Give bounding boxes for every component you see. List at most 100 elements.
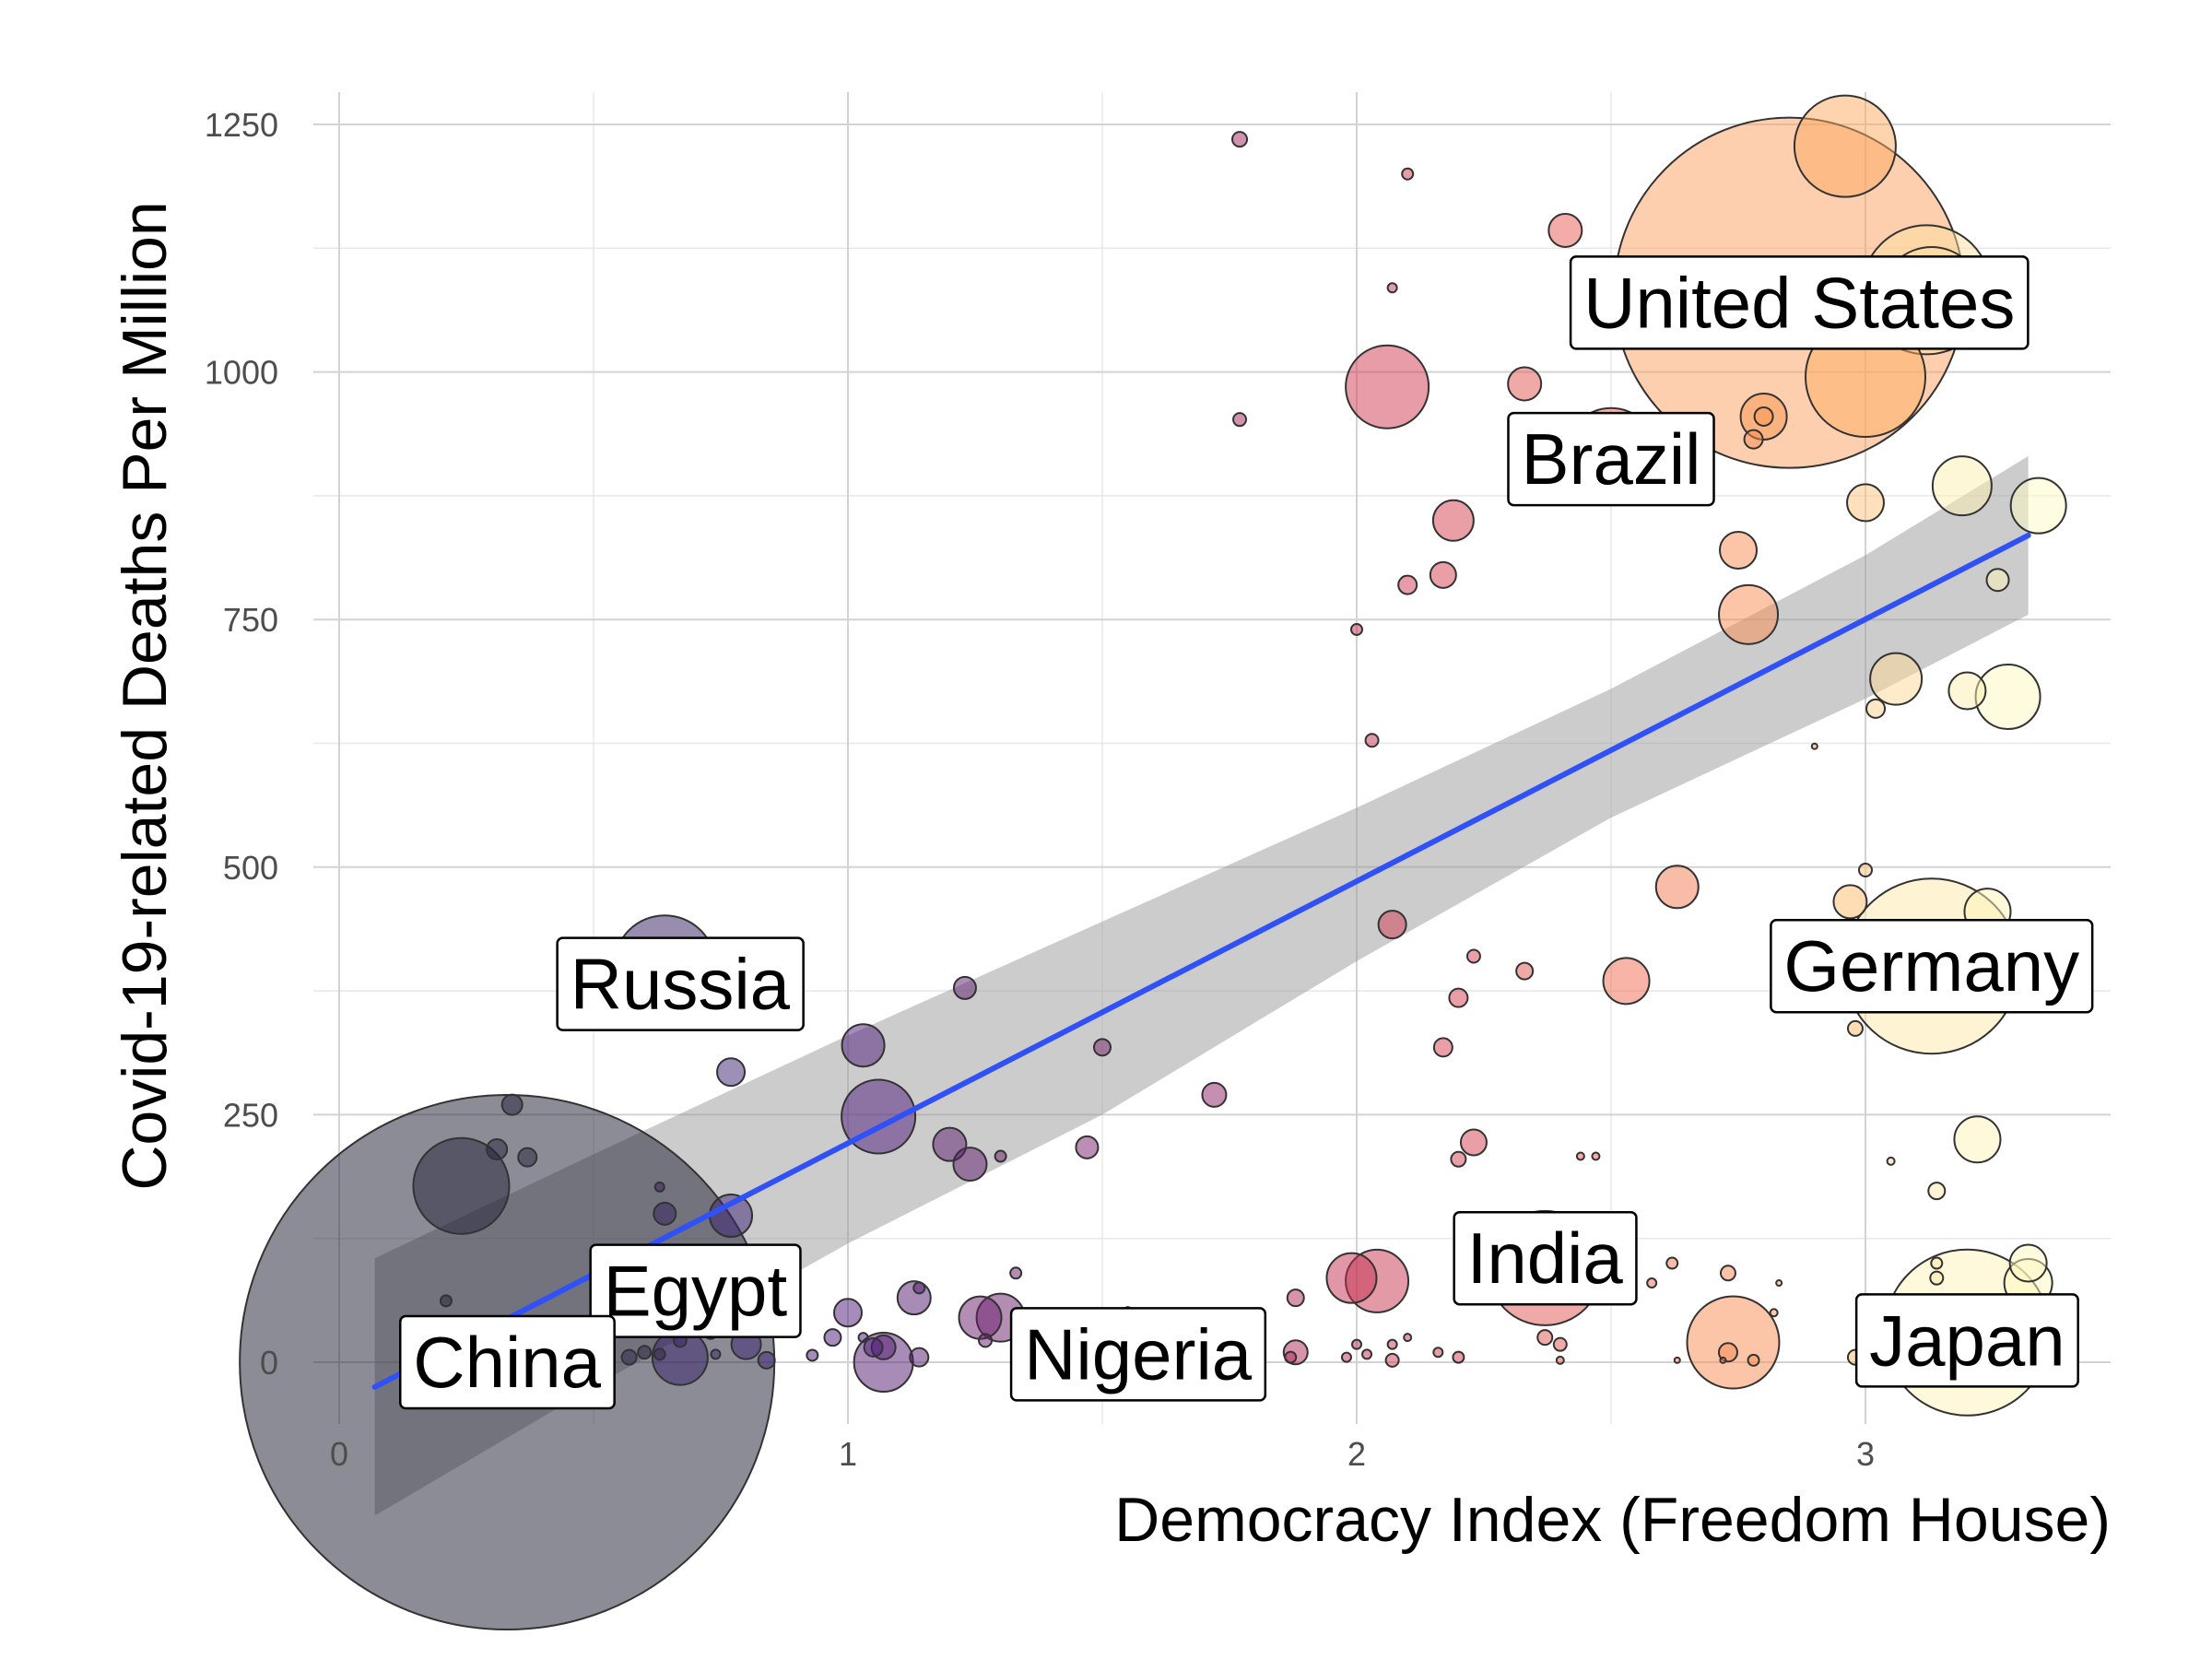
data-point (653, 1181, 665, 1193)
data-point (1886, 1156, 1896, 1166)
data-point (1718, 583, 1780, 645)
data-point (1793, 94, 1897, 198)
data-point (1364, 733, 1380, 748)
country-label: Japan (1854, 1293, 2079, 1388)
data-point (1547, 212, 1583, 248)
data-point (1719, 530, 1758, 570)
y-axis-title: Covid-19-related Deaths Per Million (110, 201, 180, 1190)
data-point (1686, 1295, 1781, 1390)
country-label-text: Nigeria (1024, 1313, 1253, 1394)
data-point (1432, 1037, 1453, 1058)
data-point (716, 1057, 747, 1088)
data-point (1953, 1115, 2002, 1164)
country-label-text: Germany (1783, 925, 2079, 1006)
data-point (517, 1147, 538, 1168)
country-label-box (556, 936, 805, 1031)
data-point (1397, 574, 1418, 595)
country-label-text: India (1467, 1218, 1624, 1299)
data-point (1452, 1350, 1465, 1364)
data-point (1401, 167, 1415, 181)
country-label: Russia (556, 936, 805, 1031)
data-point (952, 1147, 988, 1182)
data-point (1231, 131, 1249, 148)
data-point (1459, 1128, 1488, 1157)
country-label-box (1854, 1293, 2079, 1388)
data-point (1673, 1356, 1681, 1364)
tick-labels: 0 1 2 3 0 250 500 750 1000 1250 (205, 106, 1875, 1473)
data-point (952, 975, 977, 1000)
country-label-box (1453, 1210, 1638, 1306)
data-point (1450, 1150, 1467, 1168)
data-point (653, 1347, 666, 1361)
country-label: Egypt (589, 1243, 802, 1338)
data-point (757, 1350, 776, 1370)
country-label-box (1569, 255, 2030, 350)
data-point (620, 1348, 638, 1366)
data-point (710, 1348, 722, 1360)
data-point (1286, 1288, 1305, 1308)
data-point (637, 1345, 653, 1360)
country-label-text: Russia (571, 944, 791, 1025)
data-point (1555, 1355, 1565, 1365)
country-label-text: Egypt (604, 1251, 788, 1332)
data-point (1325, 1252, 1378, 1304)
x-tick-label: 0 (330, 1435, 348, 1473)
data-point (1858, 863, 1873, 878)
country-label: Germany (1770, 918, 2094, 1014)
data-point (1985, 568, 2010, 593)
country-label-text: Japan (1869, 1300, 2065, 1381)
y-tick-label: 500 (223, 849, 278, 887)
data-point (1775, 1279, 1783, 1288)
data-point (1350, 622, 1363, 636)
data-point (1654, 865, 1700, 910)
data-point (1075, 1135, 1100, 1159)
country-label-box (589, 1243, 802, 1338)
data-point (1719, 1356, 1727, 1364)
data-point (653, 1201, 677, 1226)
data-point (1591, 1151, 1601, 1161)
data-point (1345, 344, 1430, 429)
data-point (1384, 1352, 1400, 1368)
data-point (1232, 412, 1248, 428)
data-point (1810, 742, 1818, 750)
data-point (500, 1093, 524, 1116)
x-tick-label: 3 (1856, 1435, 1875, 1473)
country-labels: United States Brazil Russia Germany India Egy… (399, 255, 2094, 1410)
data-point (1646, 1277, 1658, 1289)
data-point (1093, 1038, 1112, 1057)
country-label: China (399, 1314, 616, 1410)
data-point (1340, 1351, 1352, 1363)
data-point (486, 1138, 509, 1161)
data-point (1386, 282, 1398, 294)
data-point (806, 1348, 819, 1362)
data-point (1832, 884, 1868, 920)
data-point (1536, 1329, 1554, 1347)
data-point (1846, 1019, 1864, 1037)
country-label-box (1507, 411, 1715, 507)
data-point (412, 1136, 511, 1235)
data-point (978, 1333, 994, 1348)
data-point (1377, 910, 1407, 940)
data-point (1927, 1182, 1947, 1201)
data-point (1929, 1270, 1945, 1286)
data-point (994, 1149, 1007, 1163)
data-point (1448, 987, 1469, 1008)
data-point (1009, 1266, 1023, 1280)
data-point (439, 1294, 453, 1308)
country-label-text: United States (1583, 262, 2015, 343)
data-point (863, 1336, 884, 1358)
country-label-box (399, 1314, 616, 1410)
data-point (1515, 961, 1535, 981)
x-tick-label: 2 (1347, 1435, 1366, 1473)
data-point (1351, 1338, 1362, 1350)
country-label-text: Brazil (1521, 418, 1700, 500)
y-tick-label: 750 (223, 601, 278, 639)
data-point (1743, 429, 1764, 450)
data-point (1869, 652, 1924, 706)
country-label: Nigeria (1009, 1307, 1267, 1402)
data-point (1431, 499, 1475, 542)
data-point (1429, 560, 1457, 589)
country-label: United States (1569, 255, 2030, 350)
data-point (857, 1332, 869, 1344)
